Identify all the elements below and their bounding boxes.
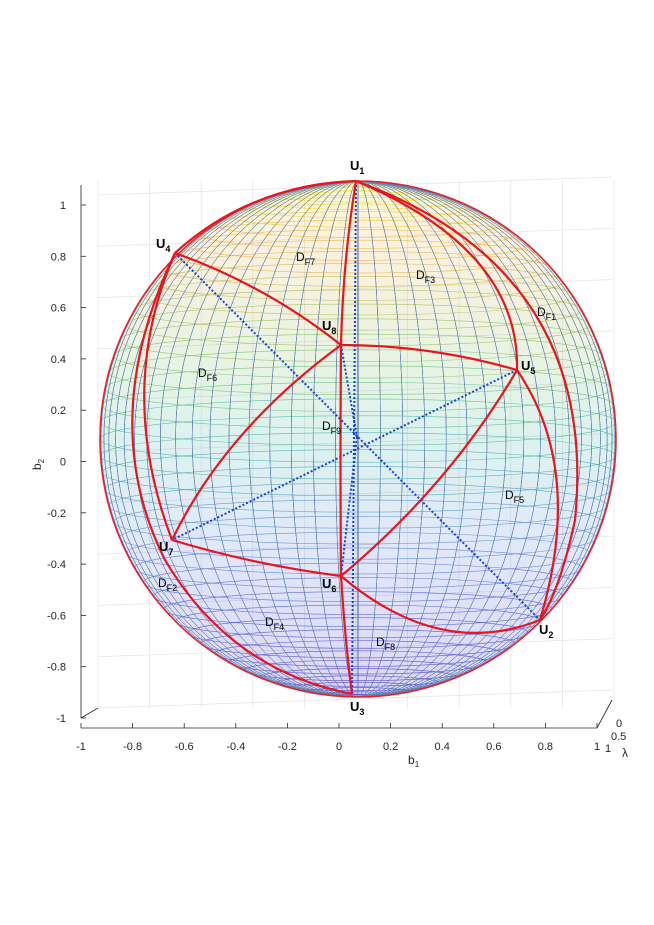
vertex-u5: U5 xyxy=(521,358,535,376)
lambda-tick-label: 0.5 xyxy=(611,731,626,743)
arc-u1-u5 xyxy=(355,179,519,371)
region-df7: DF7 xyxy=(296,250,315,267)
b2-axis-label: b2 xyxy=(30,458,46,470)
lambda-tick-labels: 00.51 xyxy=(605,718,626,755)
b1-tick-label: 1 xyxy=(594,741,600,753)
region-df1: DF1 xyxy=(537,305,556,322)
b1-axis-label: b1 xyxy=(408,753,420,769)
b1-tick-label: 0.4 xyxy=(435,741,450,753)
b2-tick-label: 1 xyxy=(60,200,66,212)
arc-u1-u2 xyxy=(355,179,579,621)
b2-tick-label: -0.2 xyxy=(47,508,66,520)
b2-tick-label: -0.6 xyxy=(47,610,66,622)
region-labels: DF1 DF2 DF3 DF4 DF5 DF6 DF7 DF8 DF9 xyxy=(158,250,556,652)
boundary-arcs xyxy=(131,179,579,696)
b1-tick-label: -0.8 xyxy=(123,741,142,753)
lambda-tick-label: 1 xyxy=(605,743,611,755)
b1-tick-label: 0.6 xyxy=(486,741,501,753)
arc-u6-u2 xyxy=(340,575,541,634)
diagonal-c-u6 xyxy=(340,436,358,577)
region-df8: DF8 xyxy=(376,635,395,652)
arc-u6-u5 xyxy=(340,369,518,577)
b2-tick-label: -1 xyxy=(56,713,66,725)
b2-tick-label: -0.8 xyxy=(47,662,66,674)
arc-u7-u6 xyxy=(171,538,342,578)
b2-tick-label: -0.4 xyxy=(47,559,66,571)
region-df6: DF6 xyxy=(198,366,217,383)
b1-tick-label: 0.8 xyxy=(538,741,553,753)
b1-tick-label: -1 xyxy=(76,741,86,753)
sphere-surface xyxy=(100,181,616,697)
b1-tick-label: -0.6 xyxy=(175,741,194,753)
vertex-labels: U1 U2 U3 U4 U5 U6 U7 U8 xyxy=(156,158,553,717)
arc-u4-u7 xyxy=(143,252,177,541)
arc-u1-u8 xyxy=(339,180,358,346)
diagonal-u5-u7 xyxy=(171,369,518,541)
vertex-u7: U7 xyxy=(159,539,173,557)
b1-tick-label: 0 xyxy=(336,741,342,753)
region-df3: DF3 xyxy=(416,268,435,285)
arc-u4-u3 xyxy=(131,252,353,696)
arc-u8-u7 xyxy=(171,344,342,541)
arc-u8-u6 xyxy=(339,344,343,577)
region-df4: DF4 xyxy=(265,615,284,632)
region-df9: DF9 xyxy=(322,419,341,436)
b2-tick-label: 0.8 xyxy=(51,251,66,263)
vertex-u4: U4 xyxy=(156,236,170,254)
arc-u8-u5 xyxy=(340,343,518,372)
diagonal-u1-u3 xyxy=(351,180,357,695)
sphere-mesh xyxy=(100,181,616,697)
lambda-tick-label: 0 xyxy=(616,718,622,730)
vertex-u2: U2 xyxy=(539,622,553,640)
arc-u4-u8 xyxy=(174,251,342,346)
b1-tick-labels: -1 -0.8 -0.6 -0.4 -0.2 0 0.2 0.4 0.6 0.8 1 xyxy=(76,723,600,753)
region-df2: DF2 xyxy=(158,576,177,593)
vertex-u1: U1 xyxy=(350,158,364,176)
b2-tick-labels: 1 0.8 0.6 0.4 0.2 0 -0.2 -0.4 -0.6 -0.8 -1 xyxy=(47,200,86,725)
b1-tick-label: 0.2 xyxy=(383,741,398,753)
arc-u5-u2 xyxy=(516,369,559,621)
b2-tick-label: 0.6 xyxy=(51,303,66,315)
region-df5: DF5 xyxy=(505,488,524,505)
diagonal-u8-c xyxy=(340,344,358,438)
b1-tick-label: -0.4 xyxy=(226,741,245,753)
dotted-diagonals xyxy=(171,180,541,695)
b1-tick-label: -0.2 xyxy=(278,741,297,753)
b2-tick-label: 0.2 xyxy=(51,405,66,417)
vertex-u3: U3 xyxy=(350,699,364,717)
vertex-u6: U6 xyxy=(322,576,336,594)
b2-tick-label: 0 xyxy=(60,457,66,469)
vertex-u8: U8 xyxy=(322,318,336,336)
lambda-axis-label: λ xyxy=(622,746,628,760)
arc-u4-u1 xyxy=(174,179,357,254)
arc-u6-u3 xyxy=(339,575,354,695)
b2-tick-label: 0.4 xyxy=(51,354,66,366)
